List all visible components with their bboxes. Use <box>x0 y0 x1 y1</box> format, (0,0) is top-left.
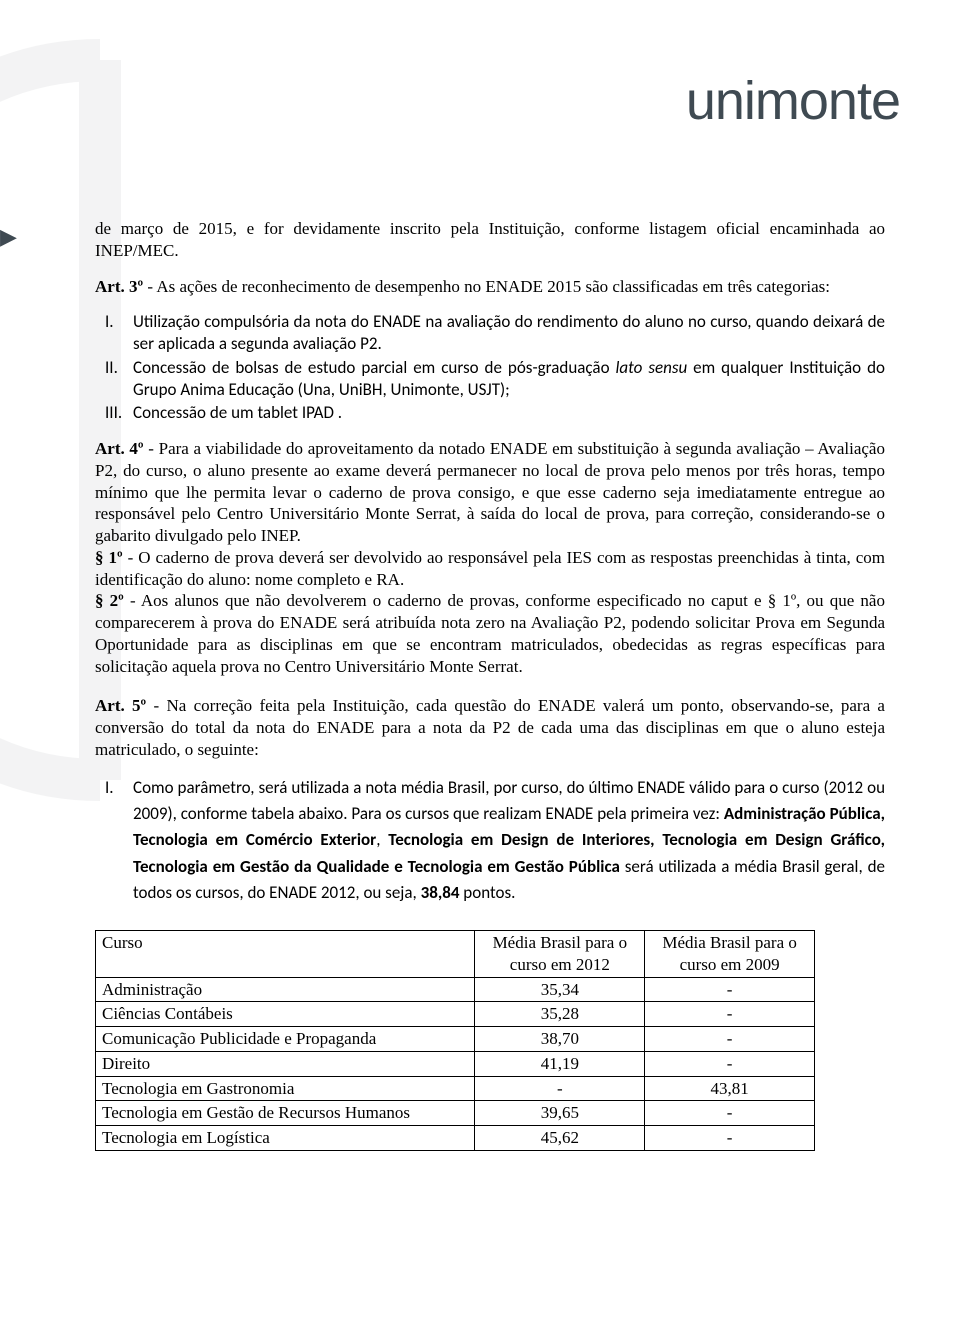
table-row: Ciências Contábeis 35,28 - <box>96 1002 815 1027</box>
art4-p1-text: - O caderno de prova deverá ser devolvid… <box>95 548 885 589</box>
art4-p1-label: § 1º <box>95 548 123 567</box>
table-header: Curso <box>96 931 475 978</box>
brand-logo: unimonte <box>686 70 900 132</box>
media-brasil-table: Curso Média Brasil para o curso em 2012 … <box>95 930 815 1151</box>
table-row: Tecnologia em Gastronomia - 43,81 <box>96 1076 815 1101</box>
table-row: Tecnologia em Logística 45,62 - <box>96 1126 815 1151</box>
table-row: Administração 35,34 - <box>96 977 815 1002</box>
table-header-row: Curso Média Brasil para o curso em 2012 … <box>96 931 815 978</box>
art5-text: - Na correção feita pela Instituição, ca… <box>95 696 885 759</box>
art4-text: - Para a viabilidade do aproveitamento d… <box>95 439 885 545</box>
list-item: III. Concessão de um tablet IPAD . <box>95 402 885 424</box>
art5-list: I. Como parâmetro, será utilizada a nota… <box>95 775 885 907</box>
list-num: I. <box>95 311 133 355</box>
list-num: II. <box>95 357 133 401</box>
art3-list: I. Utilização compulsória da nota do ENA… <box>95 311 885 424</box>
art4-block: Art. 4º - Para a viabilidade do aproveit… <box>95 438 885 677</box>
art4-p2-text: - Aos alunos que não devolverem o cadern… <box>95 591 885 675</box>
document-body: de março de 2015, e for devidamente insc… <box>95 218 885 1151</box>
list-num: III. <box>95 402 133 424</box>
table-row: Tecnologia em Gestão de Recursos Humanos… <box>96 1101 815 1126</box>
list-text: Concessão de um tablet IPAD . <box>133 402 885 424</box>
table-row: Comunicação Publicidade e Propaganda 38,… <box>96 1027 815 1052</box>
list-item: I. Utilização compulsória da nota do ENA… <box>95 311 885 355</box>
list-item: II. Concessão de bolsas de estudo parcia… <box>95 357 885 401</box>
table-row: Direito 41,19 - <box>96 1051 815 1076</box>
table-header: Média Brasil para o curso em 2009 <box>645 931 815 978</box>
art3-label: Art. 3º <box>95 277 143 296</box>
art5-label: Art. 5º <box>95 696 146 715</box>
list-num: I. <box>95 775 133 907</box>
side-arrow-icon: ▶ <box>0 224 18 242</box>
list-text: Utilização compulsória da nota do ENADE … <box>133 311 885 355</box>
art5-lead: Art. 5º - Na correção feita pela Institu… <box>95 695 885 760</box>
list-text: Concessão de bolsas de estudo parcial em… <box>133 357 885 401</box>
table-header: Média Brasil para o curso em 2012 <box>475 931 645 978</box>
art3-text: - As ações de reconhecimento de desempen… <box>143 277 830 296</box>
list-item: I. Como parâmetro, será utilizada a nota… <box>95 775 885 907</box>
art4-label: Art. 4º <box>95 439 144 458</box>
art3-lead: Art. 3º - As ações de reconhecimento de … <box>95 276 885 298</box>
list-text: Como parâmetro, será utilizada a nota mé… <box>133 775 885 907</box>
art4-p2-label: § 2º <box>95 591 124 610</box>
intro-paragraph: de março de 2015, e for devidamente insc… <box>95 218 885 262</box>
